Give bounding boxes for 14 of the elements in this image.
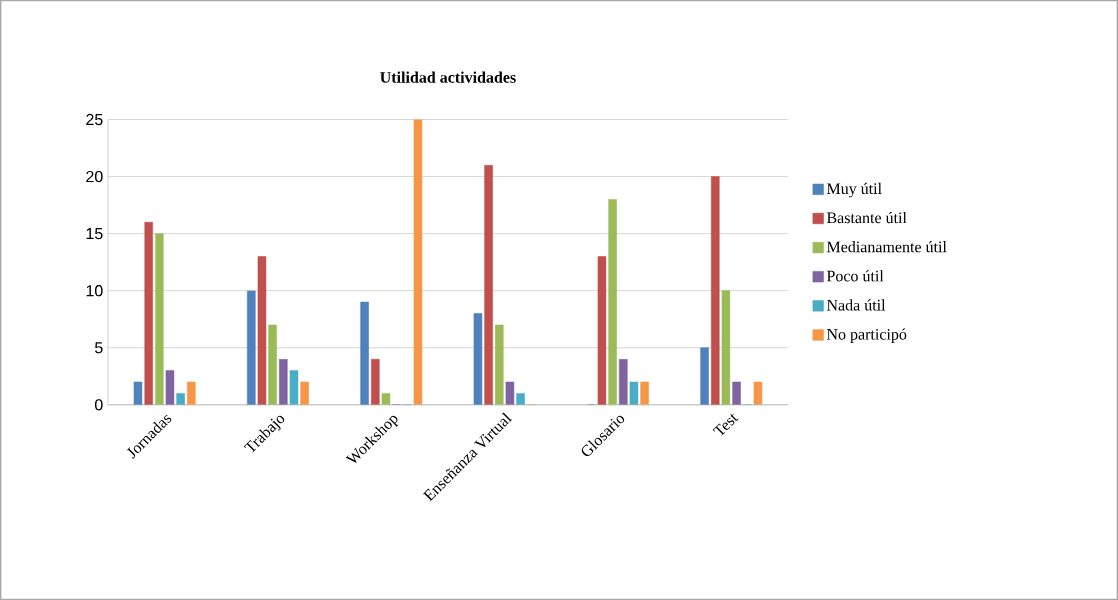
y-tick-label: 25 [86, 113, 103, 126]
y-tick-label: 20 [86, 170, 103, 183]
y-tick-label: 10 [86, 285, 103, 297]
legend-label: Nada útil [826, 299, 886, 311]
y-tick-label: 5 [95, 342, 103, 354]
legend-label: Medianamente útil [826, 241, 947, 253]
y-tick-label: 15 [86, 228, 103, 240]
y-tick-label: 0 [94, 399, 103, 411]
legend-label: Poco útil [826, 270, 884, 282]
x-tick-label: Test [712, 413, 739, 436]
legend-label: No participó [826, 328, 907, 343]
legend-label: Bastante útil [826, 211, 907, 224]
chart-title: Utilidad actividades [380, 71, 516, 83]
legend-label: Muy útil [826, 182, 882, 198]
